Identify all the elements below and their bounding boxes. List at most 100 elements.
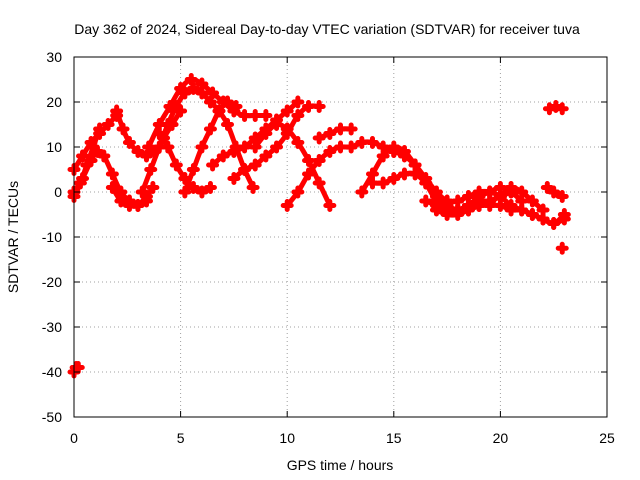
data-point [376, 149, 390, 163]
data-point [555, 190, 569, 203]
data-point [291, 136, 305, 149]
data-point [139, 149, 153, 163]
data-point [246, 181, 260, 194]
data-point [114, 194, 128, 208]
data-point [547, 185, 561, 199]
data-point [105, 167, 119, 181]
data-point [135, 185, 149, 199]
data-point [451, 208, 465, 221]
data-point [525, 194, 539, 208]
y-tick-label: 20 [46, 94, 62, 110]
data-series [67, 73, 571, 379]
data-point [419, 172, 433, 185]
data-point [291, 185, 305, 199]
data-point [302, 167, 316, 181]
data-point [248, 109, 262, 122]
data-point [334, 140, 347, 154]
x-tick-label: 20 [493, 430, 509, 446]
plot-frame [73, 56, 608, 418]
data-point [355, 136, 369, 149]
data-point [323, 127, 337, 140]
data-point [312, 176, 326, 190]
data-point [302, 154, 316, 167]
data-point [419, 194, 433, 208]
data-point [221, 95, 235, 109]
data-point [178, 185, 192, 199]
data-point [73, 176, 87, 190]
y-tick-label: 10 [46, 139, 62, 155]
data-point [221, 118, 235, 131]
data-point [152, 127, 166, 140]
data-point [76, 149, 90, 163]
data-point [291, 95, 305, 109]
data-point [461, 203, 475, 217]
data-point [504, 203, 518, 217]
data-point [515, 203, 529, 217]
data-point [238, 140, 252, 154]
data-point [365, 176, 379, 190]
data-point [227, 172, 241, 185]
data-point [334, 122, 347, 136]
data-point [429, 185, 443, 199]
data-point [387, 145, 401, 158]
data-point [206, 86, 220, 100]
data-point [80, 158, 94, 172]
data-point [142, 140, 156, 154]
data-point [312, 100, 326, 113]
data-point [97, 149, 111, 163]
data-point [536, 203, 550, 217]
y-tick-label: -20 [42, 274, 62, 290]
data-point [203, 95, 217, 109]
data-point [212, 104, 226, 118]
data-point [387, 172, 401, 185]
data-point [105, 181, 119, 194]
y-axis-label: SDTVAR / TECUs [5, 181, 21, 293]
data-point [344, 140, 358, 154]
data-point [429, 203, 443, 217]
data-point [323, 145, 337, 158]
x-tick-label: 5 [177, 430, 185, 446]
data-point [186, 82, 200, 95]
y-tick-label: -40 [42, 364, 62, 380]
data-point [169, 158, 183, 172]
data-point [312, 154, 326, 167]
data-point [555, 102, 569, 116]
data-point [163, 100, 177, 113]
data-point [259, 149, 273, 163]
data-point [146, 181, 160, 194]
data-point [376, 176, 390, 190]
data-point [195, 185, 209, 199]
data-point [203, 181, 217, 194]
x-axis-label: GPS time / hours [287, 457, 394, 473]
data-point [122, 136, 136, 149]
y-tick-label: 30 [46, 49, 62, 65]
data-point [280, 122, 294, 136]
data-point [280, 199, 294, 212]
data-point [270, 118, 284, 131]
y-tick-label: -50 [42, 409, 62, 425]
data-point [493, 190, 507, 203]
data-point [206, 158, 220, 172]
data-point [144, 163, 158, 176]
data-point [238, 163, 252, 176]
x-tick-label: 10 [279, 430, 295, 446]
data-point [270, 140, 284, 154]
data-point [238, 109, 252, 122]
data-point [116, 122, 130, 136]
data-point [397, 167, 411, 181]
data-point [93, 122, 107, 136]
data-point [547, 217, 561, 230]
data-point [186, 181, 200, 194]
data-point [216, 149, 230, 163]
data-point [203, 122, 217, 136]
data-point [525, 208, 539, 221]
data-point [259, 109, 273, 122]
y-tick-label: -30 [42, 319, 62, 335]
data-point [101, 118, 115, 131]
axis-ticks: 0 5 10 15 20 25 -50 -40 -30 -20 -10 0 10 20 30 [42, 49, 615, 446]
data-point [259, 127, 273, 140]
data-point [291, 109, 305, 122]
isolated-data-point [555, 241, 569, 255]
data-point [365, 136, 379, 149]
data-point [161, 140, 175, 154]
